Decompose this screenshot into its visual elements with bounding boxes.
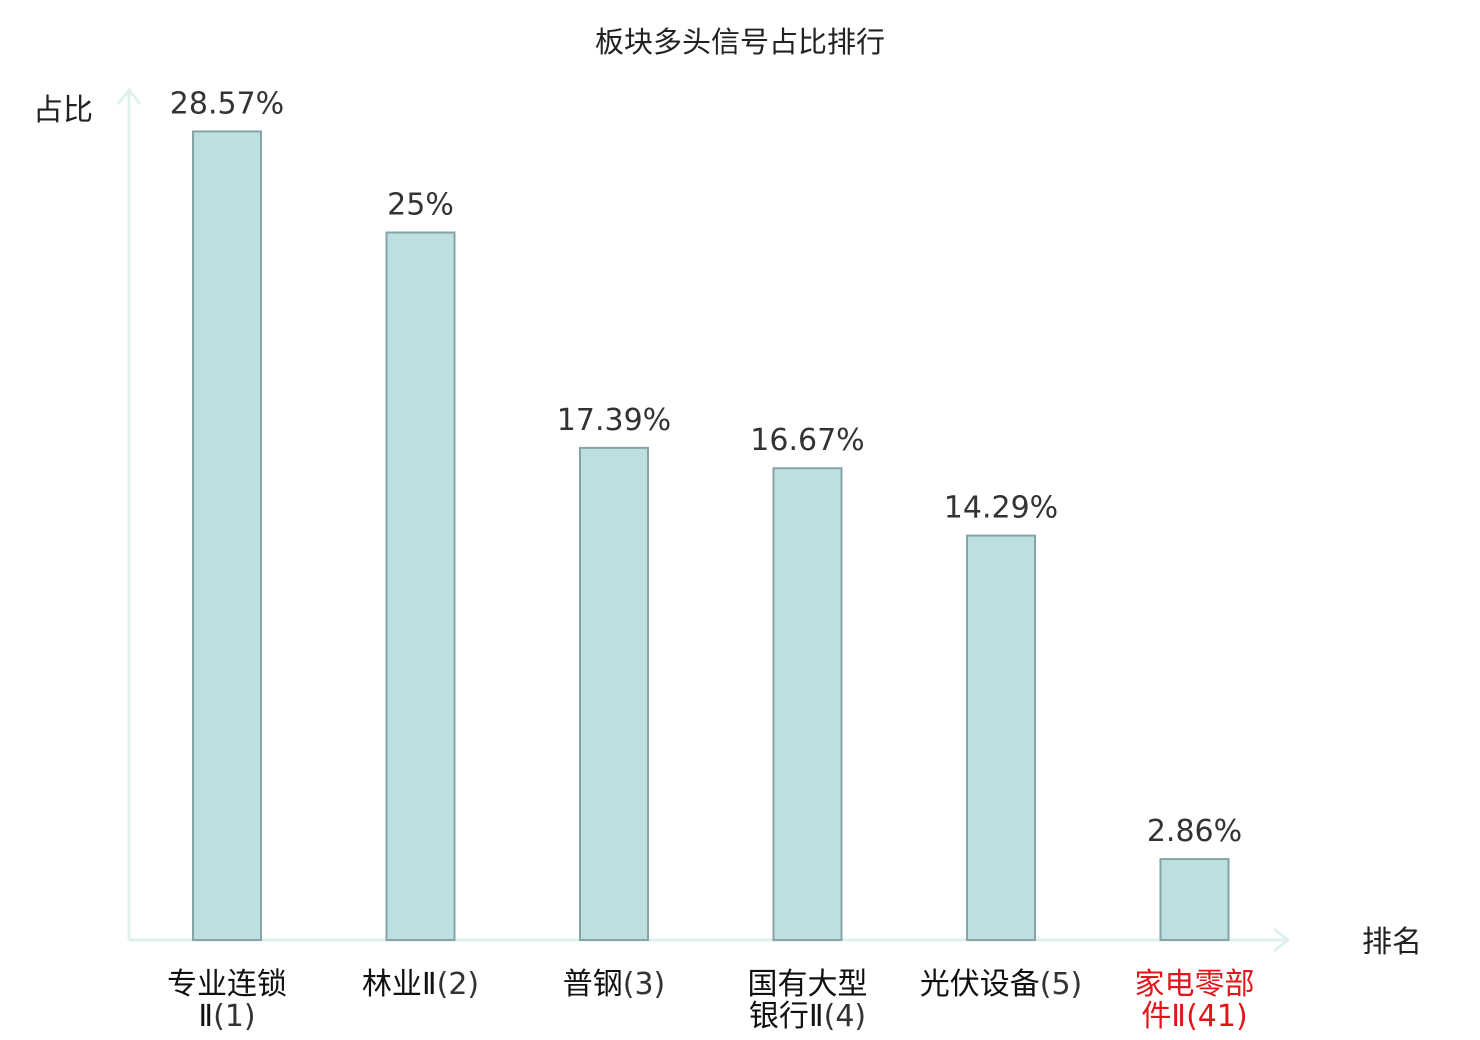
x-tick-label: 专业连锁 Ⅱ(1) bbox=[167, 967, 287, 1034]
bar bbox=[192, 130, 262, 941]
bars-group bbox=[192, 130, 1230, 942]
y-axis bbox=[116, 88, 142, 940]
bar bbox=[579, 446, 649, 941]
data-label: 14.29% bbox=[944, 491, 1058, 526]
x-axis-arrow-icon bbox=[1273, 927, 1290, 953]
x-tick-label: 家电零部件Ⅱ(41) bbox=[1135, 967, 1255, 1034]
value-labels-group: 28.57% 25% 17.39% 16.67% 14.29% 2.86% bbox=[170, 86, 1242, 849]
data-label: 25% bbox=[387, 188, 454, 223]
bar bbox=[772, 467, 843, 941]
x-tick-label: 光伏设备(5) bbox=[920, 967, 1083, 1002]
x-tick-label: 林业Ⅱ(2) bbox=[362, 967, 479, 1002]
x-axis bbox=[129, 927, 1290, 953]
data-label: 2.86% bbox=[1147, 814, 1242, 849]
chart-title: 板块多头信号占比排行 bbox=[595, 25, 885, 59]
data-label: 16.67% bbox=[750, 423, 864, 458]
bar bbox=[385, 231, 456, 941]
data-label: 17.39% bbox=[557, 403, 671, 438]
x-tick-label: 普钢(3) bbox=[563, 967, 666, 1002]
x-tick-label: 国有大型银行Ⅱ(4) bbox=[748, 967, 868, 1034]
x-axis-label: 排名 bbox=[1362, 925, 1422, 960]
category-labels-group: 专业连锁 Ⅱ(1) 林业Ⅱ(2) 普钢(3) 国有大型银行Ⅱ(4) 光伏设备(5) 家电零部… bbox=[167, 967, 1255, 1034]
y-axis-label: 占比 bbox=[33, 93, 93, 128]
data-label: 28.57% bbox=[170, 86, 284, 121]
bar bbox=[1159, 858, 1230, 942]
bar bbox=[966, 534, 1036, 942]
y-axis-arrow-icon bbox=[116, 88, 142, 105]
